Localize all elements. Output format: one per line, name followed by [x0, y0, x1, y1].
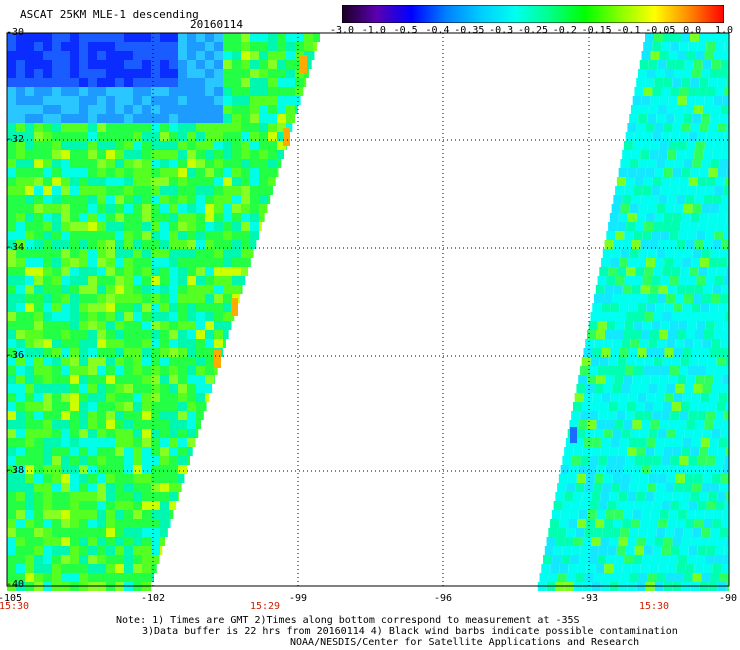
lon-label: -93	[579, 593, 599, 604]
lat-label: -34	[6, 242, 25, 253]
footer-note-2: 3)Data buffer is 22 hrs from 20160114 4)…	[142, 626, 678, 637]
footer-credit: NOAA/NESDIS/Center for Satellite Applica…	[290, 637, 640, 648]
map-frame	[6, 32, 730, 587]
colorbar-tick-label: -0.25	[517, 25, 549, 36]
lon-label: -102	[140, 593, 166, 604]
lat-lon-grid	[7, 33, 729, 586]
footer-note-1: Note: 1) Times are GMT 2)Times along bot…	[116, 615, 580, 626]
colorbar	[342, 5, 724, 23]
colorbar-tick-label: -0.5	[393, 25, 418, 36]
swath-right	[537, 33, 729, 591]
lon-label: -96	[433, 593, 453, 604]
time-label: 15:30	[638, 601, 670, 612]
colorbar-tick-label: -0.4	[425, 25, 450, 36]
lat-label: -32	[6, 134, 25, 145]
lat-label: -38	[6, 465, 25, 476]
colorbar-gradient	[342, 5, 724, 23]
time-label: 15:30	[0, 601, 30, 612]
time-label: 15:29	[249, 601, 281, 612]
lat-label: -30	[6, 27, 25, 38]
colorbar-tick-label: -0.05	[645, 25, 676, 36]
colorbar-tick-label: -0.15	[581, 25, 612, 36]
lon-label: -99	[288, 593, 308, 604]
map-title: ASCAT 25KM MLE-1 descending	[20, 8, 199, 21]
lat-label: -40	[6, 579, 25, 590]
map-date: 20160114	[190, 18, 243, 31]
colorbar-tick-label: -1.0	[361, 25, 386, 36]
lat-label: -36	[6, 350, 25, 361]
colorbar-tick-label: 1.0	[714, 25, 734, 36]
colorbar-tick-label: -0.3	[489, 25, 514, 36]
colorbar-tick-label: 0.0	[683, 25, 702, 36]
colorbar-tick-label: -0.35	[454, 25, 485, 36]
lon-label: -90	[718, 593, 738, 604]
lon-label: -105	[0, 593, 23, 604]
colorbar-tick-label: -3.0	[329, 25, 355, 36]
swath-left	[7, 33, 320, 591]
colorbar-tick-label: -0.2	[552, 25, 577, 36]
colorbar-tick-label: -0.1	[616, 25, 641, 36]
